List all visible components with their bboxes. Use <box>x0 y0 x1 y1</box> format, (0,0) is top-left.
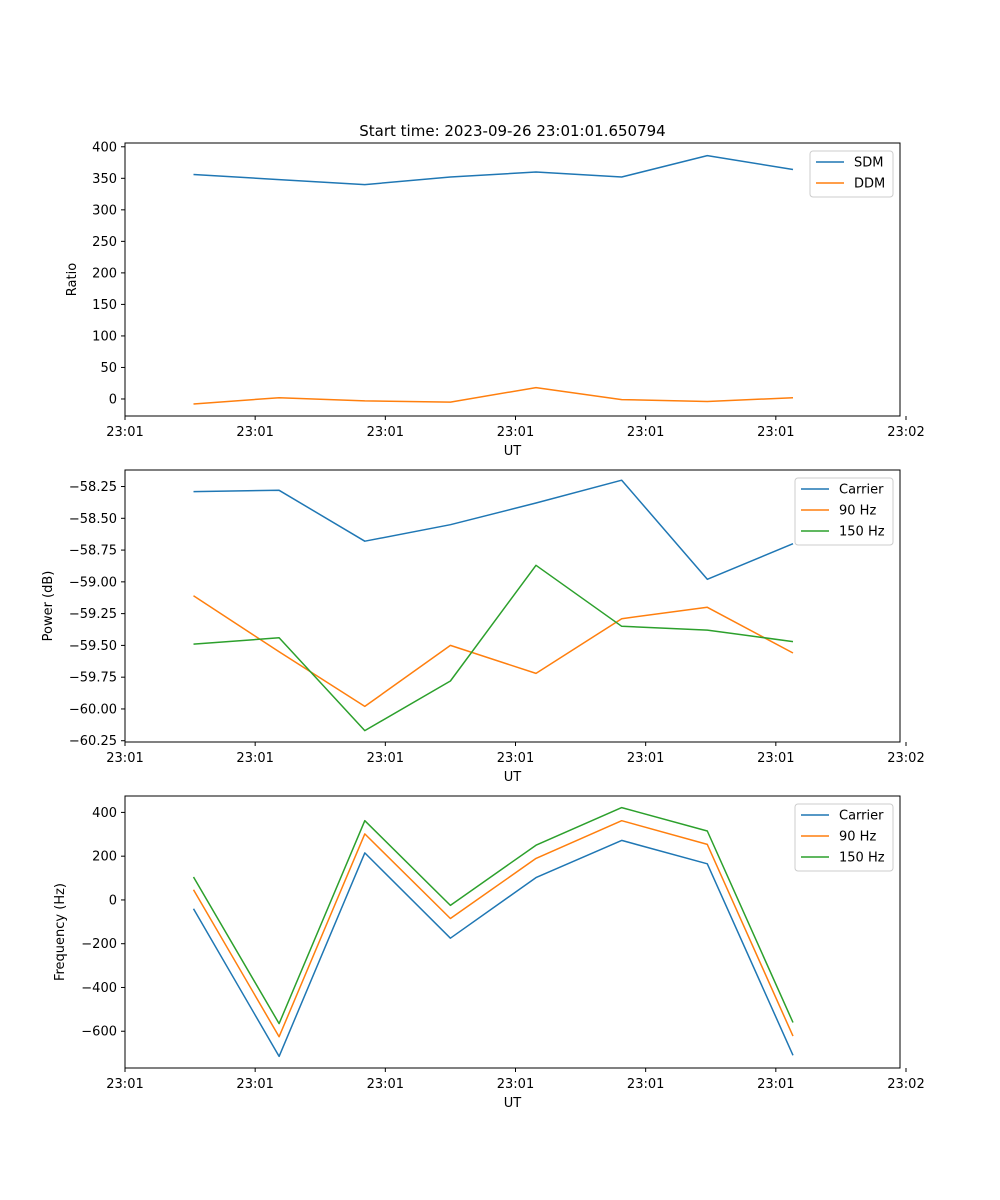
y-tick-label: −600 <box>81 1025 117 1040</box>
x-tick-label: 23:02 <box>887 1077 924 1092</box>
legend-frame <box>794 803 894 872</box>
y-axis-label: Ratio <box>65 263 80 296</box>
x-tick-label: 23:01 <box>106 425 143 440</box>
legend-entry: 90 Hz <box>839 830 876 845</box>
y-tick-label: −400 <box>81 981 117 996</box>
figure-title: Start time: 2023-09-26 23:01:01.650794 <box>359 122 665 140</box>
legend: Carrier 90 Hz 150 Hz <box>794 803 894 872</box>
y-tick-label: −58.50 <box>69 512 117 527</box>
series-line-90-hz <box>192 819 794 1038</box>
x-tick-label: 23:01 <box>627 751 664 766</box>
legend-entry: Carrier <box>839 809 884 824</box>
y-axis-label: Frequency (Hz) <box>53 883 68 981</box>
legend-entry: Carrier <box>839 483 884 498</box>
y-tick-label: −60.25 <box>69 734 117 749</box>
y-tick-label: −59.75 <box>69 671 117 686</box>
legend: Carrier 90 Hz 150 Hz <box>794 477 894 546</box>
y-tick-label: 400 <box>92 806 117 821</box>
y-tick-label: 0 <box>109 392 117 407</box>
y-tick-label: 100 <box>92 329 117 344</box>
x-axis-label: UT <box>504 1096 522 1111</box>
series-line-150-hz <box>193 564 794 732</box>
x-tick-label: 23:01 <box>367 751 404 766</box>
axes-frame <box>124 795 901 1069</box>
legend: SDM DDM <box>809 150 894 198</box>
axes-frame <box>124 469 901 743</box>
y-tick-label: 250 <box>92 235 117 250</box>
y-tick-label: −59.00 <box>69 575 117 590</box>
x-tick-label: 23:01 <box>236 1077 273 1092</box>
series-line-carrier <box>192 839 794 1058</box>
series-line-90-hz <box>193 595 794 708</box>
power-panel: 23:01 23:01 23:01 23:01 23:01 23:01 23:02 −60.2… <box>41 469 925 785</box>
y-tick-label: 350 <box>92 172 117 187</box>
y-tick-label: −59.50 <box>69 639 117 654</box>
x-tick-label: 23:01 <box>757 751 794 766</box>
y-tick-label: −200 <box>81 937 117 952</box>
x-tick-label: 23:02 <box>887 751 924 766</box>
y-tick-label: −59.25 <box>69 607 117 622</box>
ratio-panel: 23:01 23:01 23:01 23:01 23:01 23:01 23:02 0 50 10… <box>65 140 925 459</box>
y-tick-label: 0 <box>109 893 117 908</box>
y-tick-label: −60.00 <box>69 702 117 717</box>
x-tick-label: 23:01 <box>757 1077 794 1092</box>
x-axis-label: UT <box>504 770 522 785</box>
axes-frame <box>124 142 901 417</box>
x-tick-label: 23:01 <box>497 425 534 440</box>
legend-entry: SDM <box>854 156 883 171</box>
y-tick-label: 400 <box>92 140 117 155</box>
series-line-ddm <box>193 386 794 405</box>
x-tick-label: 23:01 <box>106 751 143 766</box>
legend-entry: DDM <box>854 177 885 192</box>
legend-entry: 150 Hz <box>839 525 885 540</box>
x-axis-label: UT <box>504 444 522 459</box>
y-tick-label: 200 <box>92 266 117 281</box>
x-tick-label: 23:01 <box>236 425 273 440</box>
legend-entry: 150 Hz <box>839 851 885 866</box>
series-line-150-hz <box>192 806 794 1025</box>
x-tick-label: 23:01 <box>627 425 664 440</box>
y-tick-label: −58.25 <box>69 480 117 495</box>
x-tick-label: 23:01 <box>627 1077 664 1092</box>
x-tick-label: 23:01 <box>106 1077 143 1092</box>
x-tick-label: 23:01 <box>367 425 404 440</box>
frequency-panel: 23:01 23:01 23:01 23:01 23:01 23:01 23:02 −600 −… <box>53 795 925 1111</box>
x-tick-label: 23:01 <box>497 751 534 766</box>
legend-entry: 90 Hz <box>839 504 876 519</box>
y-axis-label: Power (dB) <box>41 571 56 642</box>
x-tick-label: 23:01 <box>497 1077 534 1092</box>
x-tick-label: 23:01 <box>236 751 273 766</box>
x-tick-label: 23:02 <box>887 425 924 440</box>
series-line-carrier <box>193 479 794 581</box>
legend-frame <box>794 477 894 546</box>
y-tick-label: 150 <box>92 298 117 313</box>
y-tick-label: 200 <box>92 850 117 865</box>
series-line-sdm <box>193 154 794 186</box>
y-tick-label: 300 <box>92 203 117 218</box>
y-tick-label: −58.75 <box>69 544 117 559</box>
x-tick-label: 23:01 <box>757 425 794 440</box>
x-tick-label: 23:01 <box>367 1077 404 1092</box>
y-tick-label: 50 <box>100 361 117 376</box>
